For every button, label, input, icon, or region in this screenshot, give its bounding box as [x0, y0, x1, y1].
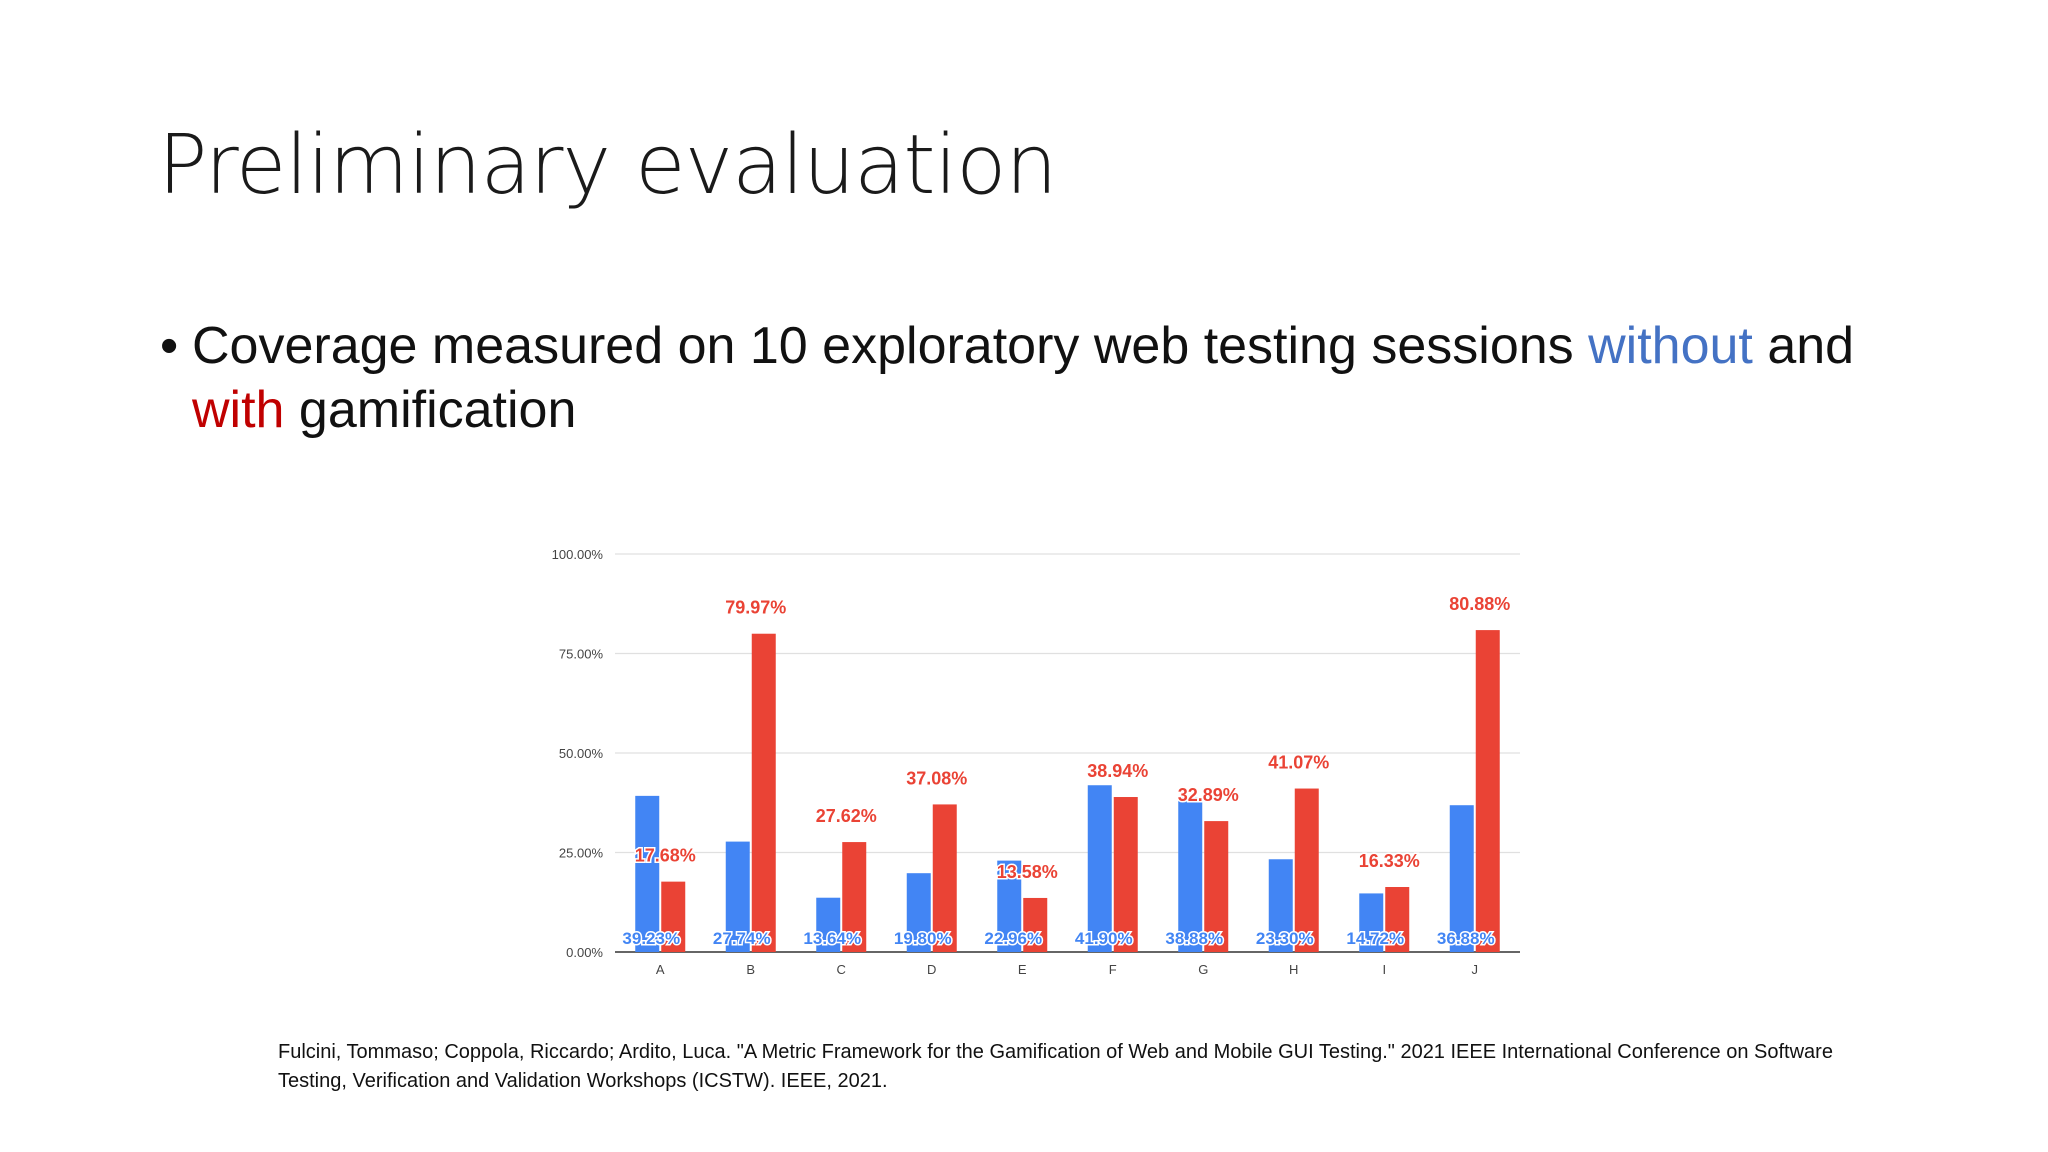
bar-without [1087, 785, 1112, 952]
y-tick-label: 100.00% [552, 547, 604, 562]
data-label-with: 13.58% [997, 862, 1058, 882]
bar-without [725, 841, 750, 952]
bar-with [1294, 788, 1319, 952]
x-tick-label: J [1472, 962, 1479, 977]
data-label-with: 17.68% [635, 846, 696, 866]
data-label-with: 37.08% [906, 768, 967, 788]
data-label-without: 39.23% [622, 929, 680, 948]
bar-with [661, 881, 686, 952]
bar-without [816, 897, 841, 952]
bar-without [1268, 859, 1293, 952]
bar-with [1385, 887, 1410, 952]
data-label-with: 38.94% [1087, 761, 1148, 781]
data-label-with: 41.07% [1268, 753, 1329, 773]
data-label-without: 27.74% [713, 929, 771, 948]
bullet-point: • Coverage measured on 10 exploratory we… [160, 314, 1900, 442]
x-tick-label: C [837, 962, 846, 977]
data-label-with: 79.97% [725, 598, 786, 618]
highlight-without: without [1588, 317, 1753, 375]
bullet-text-part1: Coverage measured on 10 exploratory web … [192, 317, 1589, 375]
bar-with [1475, 630, 1500, 952]
bullet-text: Coverage measured on 10 exploratory web … [192, 314, 1900, 442]
bar-with [932, 804, 957, 952]
bar-with [1113, 797, 1138, 952]
data-label-without: 23.30% [1256, 929, 1314, 948]
y-tick-label: 75.00% [559, 647, 604, 662]
x-tick-label: H [1289, 962, 1298, 977]
bar-without [997, 860, 1022, 952]
data-label-without: 38.88% [1165, 929, 1223, 948]
data-label-without: 13.64% [803, 929, 861, 948]
data-label-without: 36.88% [1437, 929, 1495, 948]
bullet-marker: • [160, 317, 179, 375]
bar-without [635, 795, 660, 952]
x-tick-label: G [1198, 962, 1208, 977]
data-label-with: 27.62% [816, 806, 877, 826]
bar-with [1204, 821, 1229, 952]
bar-without [1449, 805, 1474, 952]
citation: Fulcini, Tommaso; Coppola, Riccardo; Ard… [278, 1041, 1833, 1092]
x-tick-label: D [927, 962, 936, 977]
x-tick-label: F [1109, 962, 1117, 977]
bullet-text-part3: gamification [284, 381, 577, 439]
bar-without [1359, 893, 1384, 952]
bar-with [842, 842, 867, 952]
slide-title: Preliminary evaluation [158, 118, 1057, 213]
bar-with [1023, 897, 1048, 952]
x-tick-label: B [746, 962, 755, 977]
bar-without [906, 873, 931, 952]
bar-with [751, 633, 776, 952]
data-label-with: 80.88% [1449, 594, 1510, 614]
x-tick-label: E [1018, 962, 1027, 977]
data-label-with: 32.89% [1178, 785, 1239, 805]
data-label-without: 14.72% [1346, 929, 1404, 948]
bar-without [1178, 797, 1203, 952]
y-tick-label: 25.00% [559, 846, 604, 861]
x-tick-label: A [656, 962, 665, 977]
highlight-with: with [192, 381, 285, 439]
data-label-without: 41.90% [1075, 929, 1133, 948]
coverage-bar-chart: 0.00% 25.00% 50.00% 75.00% 100.00% 39.23% 17.6… [552, 547, 1520, 977]
data-label-without: 19.80% [894, 929, 952, 948]
coverage-chart: 0.00% 25.00% 50.00% 75.00% 100.00% 39.23% 17.6… [530, 530, 1530, 990]
y-tick-label: 50.00% [559, 746, 604, 761]
y-tick-label: 0.00% [566, 945, 603, 960]
bullet-text-part2: and [1752, 317, 1855, 375]
data-label-with: 16.33% [1359, 851, 1420, 871]
x-tick-label: I [1382, 962, 1386, 977]
data-label-without: 22.96% [984, 929, 1042, 948]
